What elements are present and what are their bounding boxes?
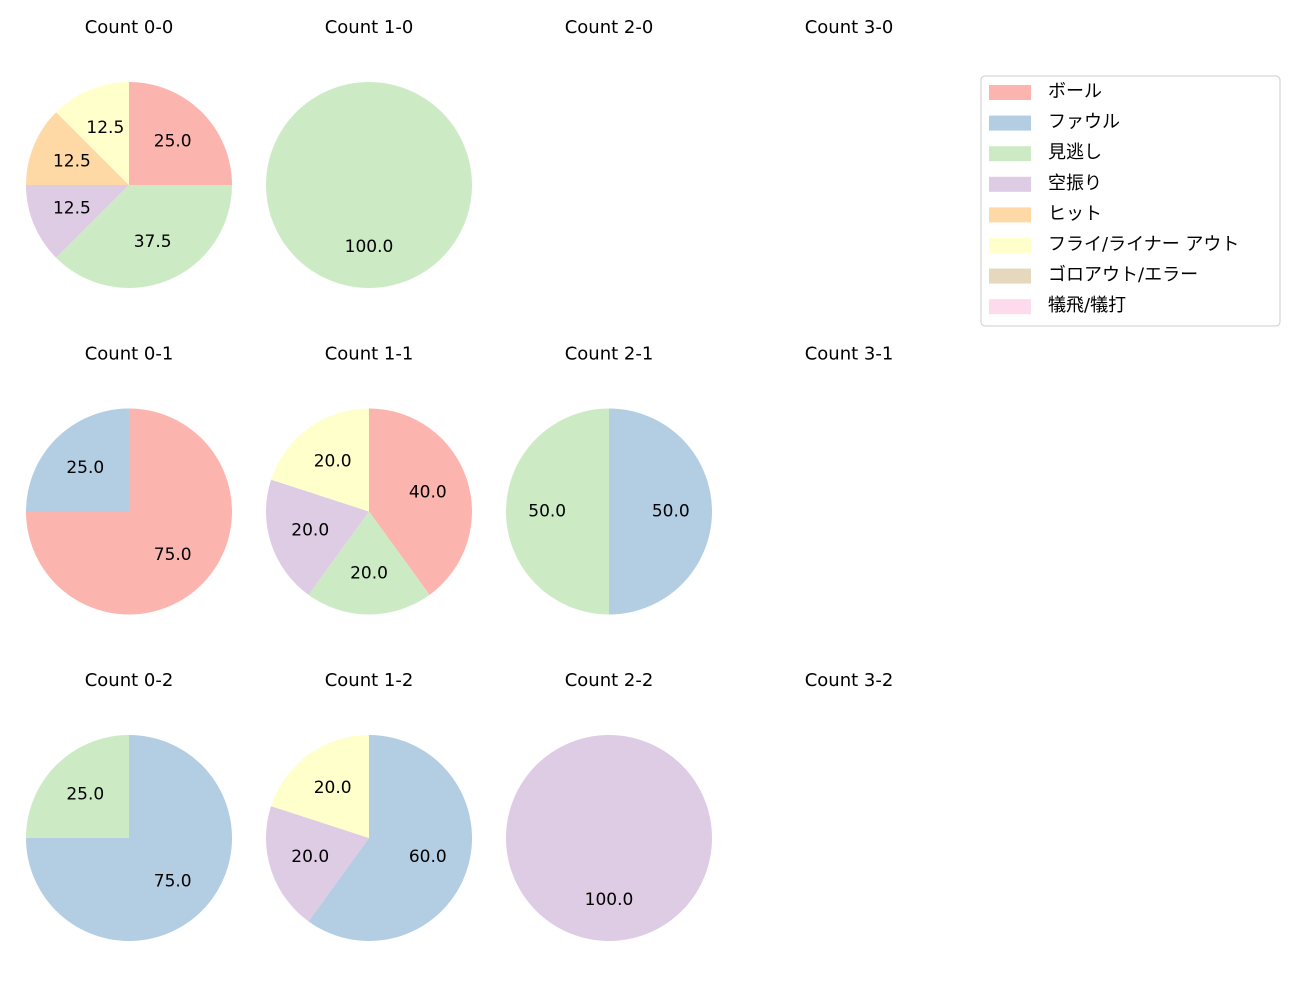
pie-slice [308, 735, 473, 942]
pie-slice [266, 479, 369, 595]
slice-label: 20.0 [350, 563, 388, 583]
legend-label: ヒット [1048, 203, 1102, 224]
chart-title: Count 3-0 [805, 17, 894, 38]
legend-label: ボール [1048, 81, 1102, 102]
slice-label: 25.0 [66, 784, 104, 804]
slice-label: 40.0 [409, 482, 447, 502]
legend-swatch [989, 238, 1031, 253]
slice-label: 12.5 [53, 199, 91, 219]
pie-slice [129, 82, 232, 185]
slice-label: 25.0 [154, 131, 192, 151]
legend-swatch [989, 85, 1031, 100]
pie-slice [26, 185, 129, 258]
chart-title: Count 0-0 [85, 17, 174, 38]
pie-slice [271, 735, 369, 838]
legend-swatch [989, 207, 1031, 223]
slice-label: 50.0 [652, 502, 690, 522]
slice-label: 75.0 [154, 545, 192, 565]
slice-label: 60.0 [409, 847, 447, 867]
pie-slice [271, 408, 369, 512]
chart-title: Count 1-1 [325, 344, 414, 365]
slice-label: 20.0 [291, 521, 329, 541]
chart-title: Count 1-2 [325, 670, 414, 691]
pie-slice [56, 185, 233, 288]
slice-label: 20.0 [314, 778, 352, 798]
chart-title: Count 0-2 [85, 670, 174, 691]
slice-label: 100.0 [345, 237, 394, 257]
slice-label: 50.0 [528, 502, 566, 522]
chart-title: Count 3-1 [805, 344, 894, 365]
pie-slice [266, 806, 369, 922]
pie-slice [56, 82, 130, 185]
legend-label: ゴロアウト/エラー [1048, 265, 1198, 286]
legend-label: 犠飛/犠打 [1048, 295, 1126, 316]
chart-title: Count 2-2 [565, 670, 654, 691]
legend-label: 空振り [1048, 173, 1102, 194]
slice-label: 25.0 [66, 458, 104, 478]
pie-slice [506, 408, 609, 615]
legend-swatch [989, 115, 1031, 131]
legend-swatch [989, 146, 1031, 162]
pie-slice [369, 408, 472, 595]
legend-label: 見逃し [1048, 142, 1102, 163]
legend-label: ファウル [1048, 112, 1120, 133]
pie-slice [609, 408, 712, 615]
legend-box [980, 75, 1281, 327]
pie-slice [308, 511, 430, 615]
chart-title: Count 2-1 [565, 344, 654, 365]
legend-swatch [989, 299, 1031, 315]
slice-label: 12.5 [86, 118, 124, 138]
chart-title: Count 3-2 [805, 670, 894, 691]
legend-swatch [989, 176, 1031, 192]
legend-swatch [989, 268, 1031, 284]
legend-label: フライ/ライナー アウト [1048, 234, 1239, 255]
chart-title: Count 1-0 [325, 17, 414, 38]
chart-title: Count 2-0 [565, 17, 654, 38]
pie-slice [26, 112, 129, 185]
pie-slice [26, 408, 129, 512]
slice-label: 37.5 [134, 232, 172, 252]
slice-label: 75.0 [154, 872, 192, 892]
pie-slice [506, 735, 712, 941]
pie-slice [266, 82, 472, 288]
pie-slice [26, 735, 129, 838]
slice-label: 20.0 [291, 847, 329, 867]
chart-title: Count 0-1 [85, 344, 174, 365]
slice-label: 100.0 [585, 890, 634, 910]
slice-label: 12.5 [53, 151, 91, 171]
slice-label: 20.0 [314, 452, 352, 472]
